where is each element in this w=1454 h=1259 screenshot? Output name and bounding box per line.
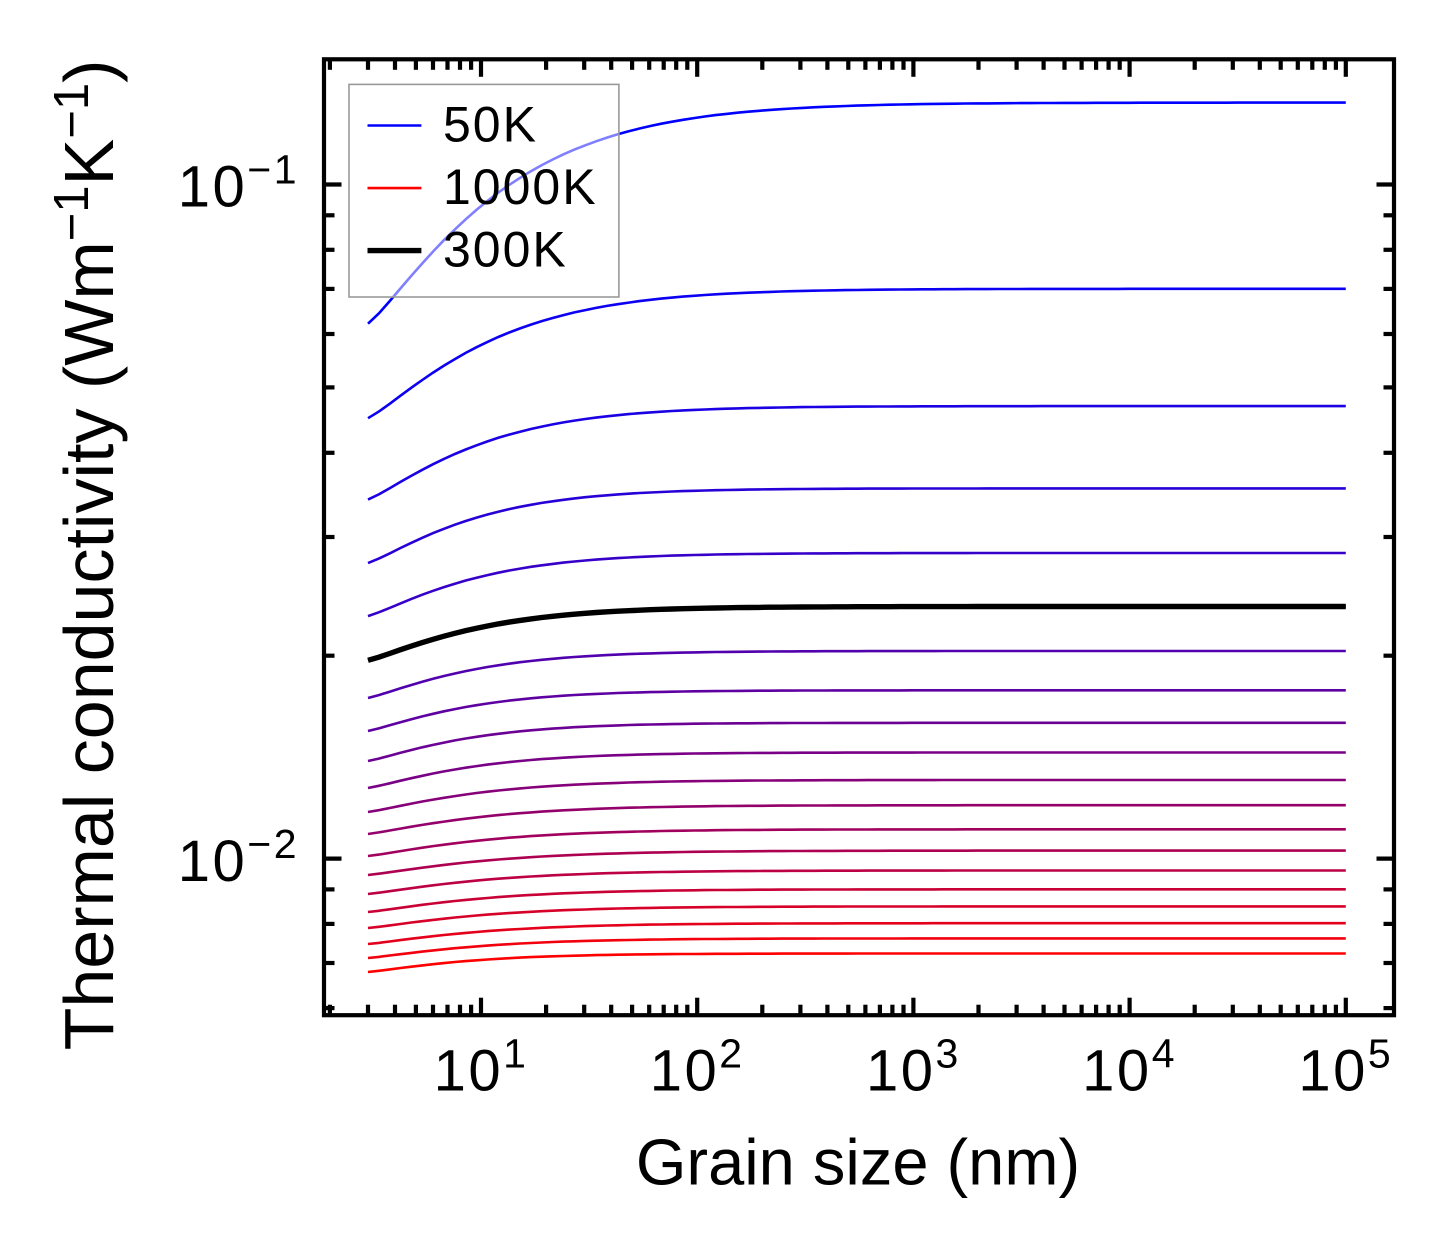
svg-text:Grain size (nm): Grain size (nm) [636,1125,1080,1198]
svg-text:300K: 300K [443,221,568,277]
svg-text:10−1: 10−1 [178,147,299,220]
svg-text:50K: 50K [443,96,538,152]
svg-text:104: 104 [1082,1030,1177,1103]
svg-text:103: 103 [866,1030,961,1103]
svg-text:102: 102 [650,1030,745,1103]
svg-text:1000K: 1000K [443,159,598,215]
svg-text:10−2: 10−2 [178,821,299,894]
svg-text:105: 105 [1298,1030,1393,1103]
svg-text:101: 101 [434,1030,529,1103]
